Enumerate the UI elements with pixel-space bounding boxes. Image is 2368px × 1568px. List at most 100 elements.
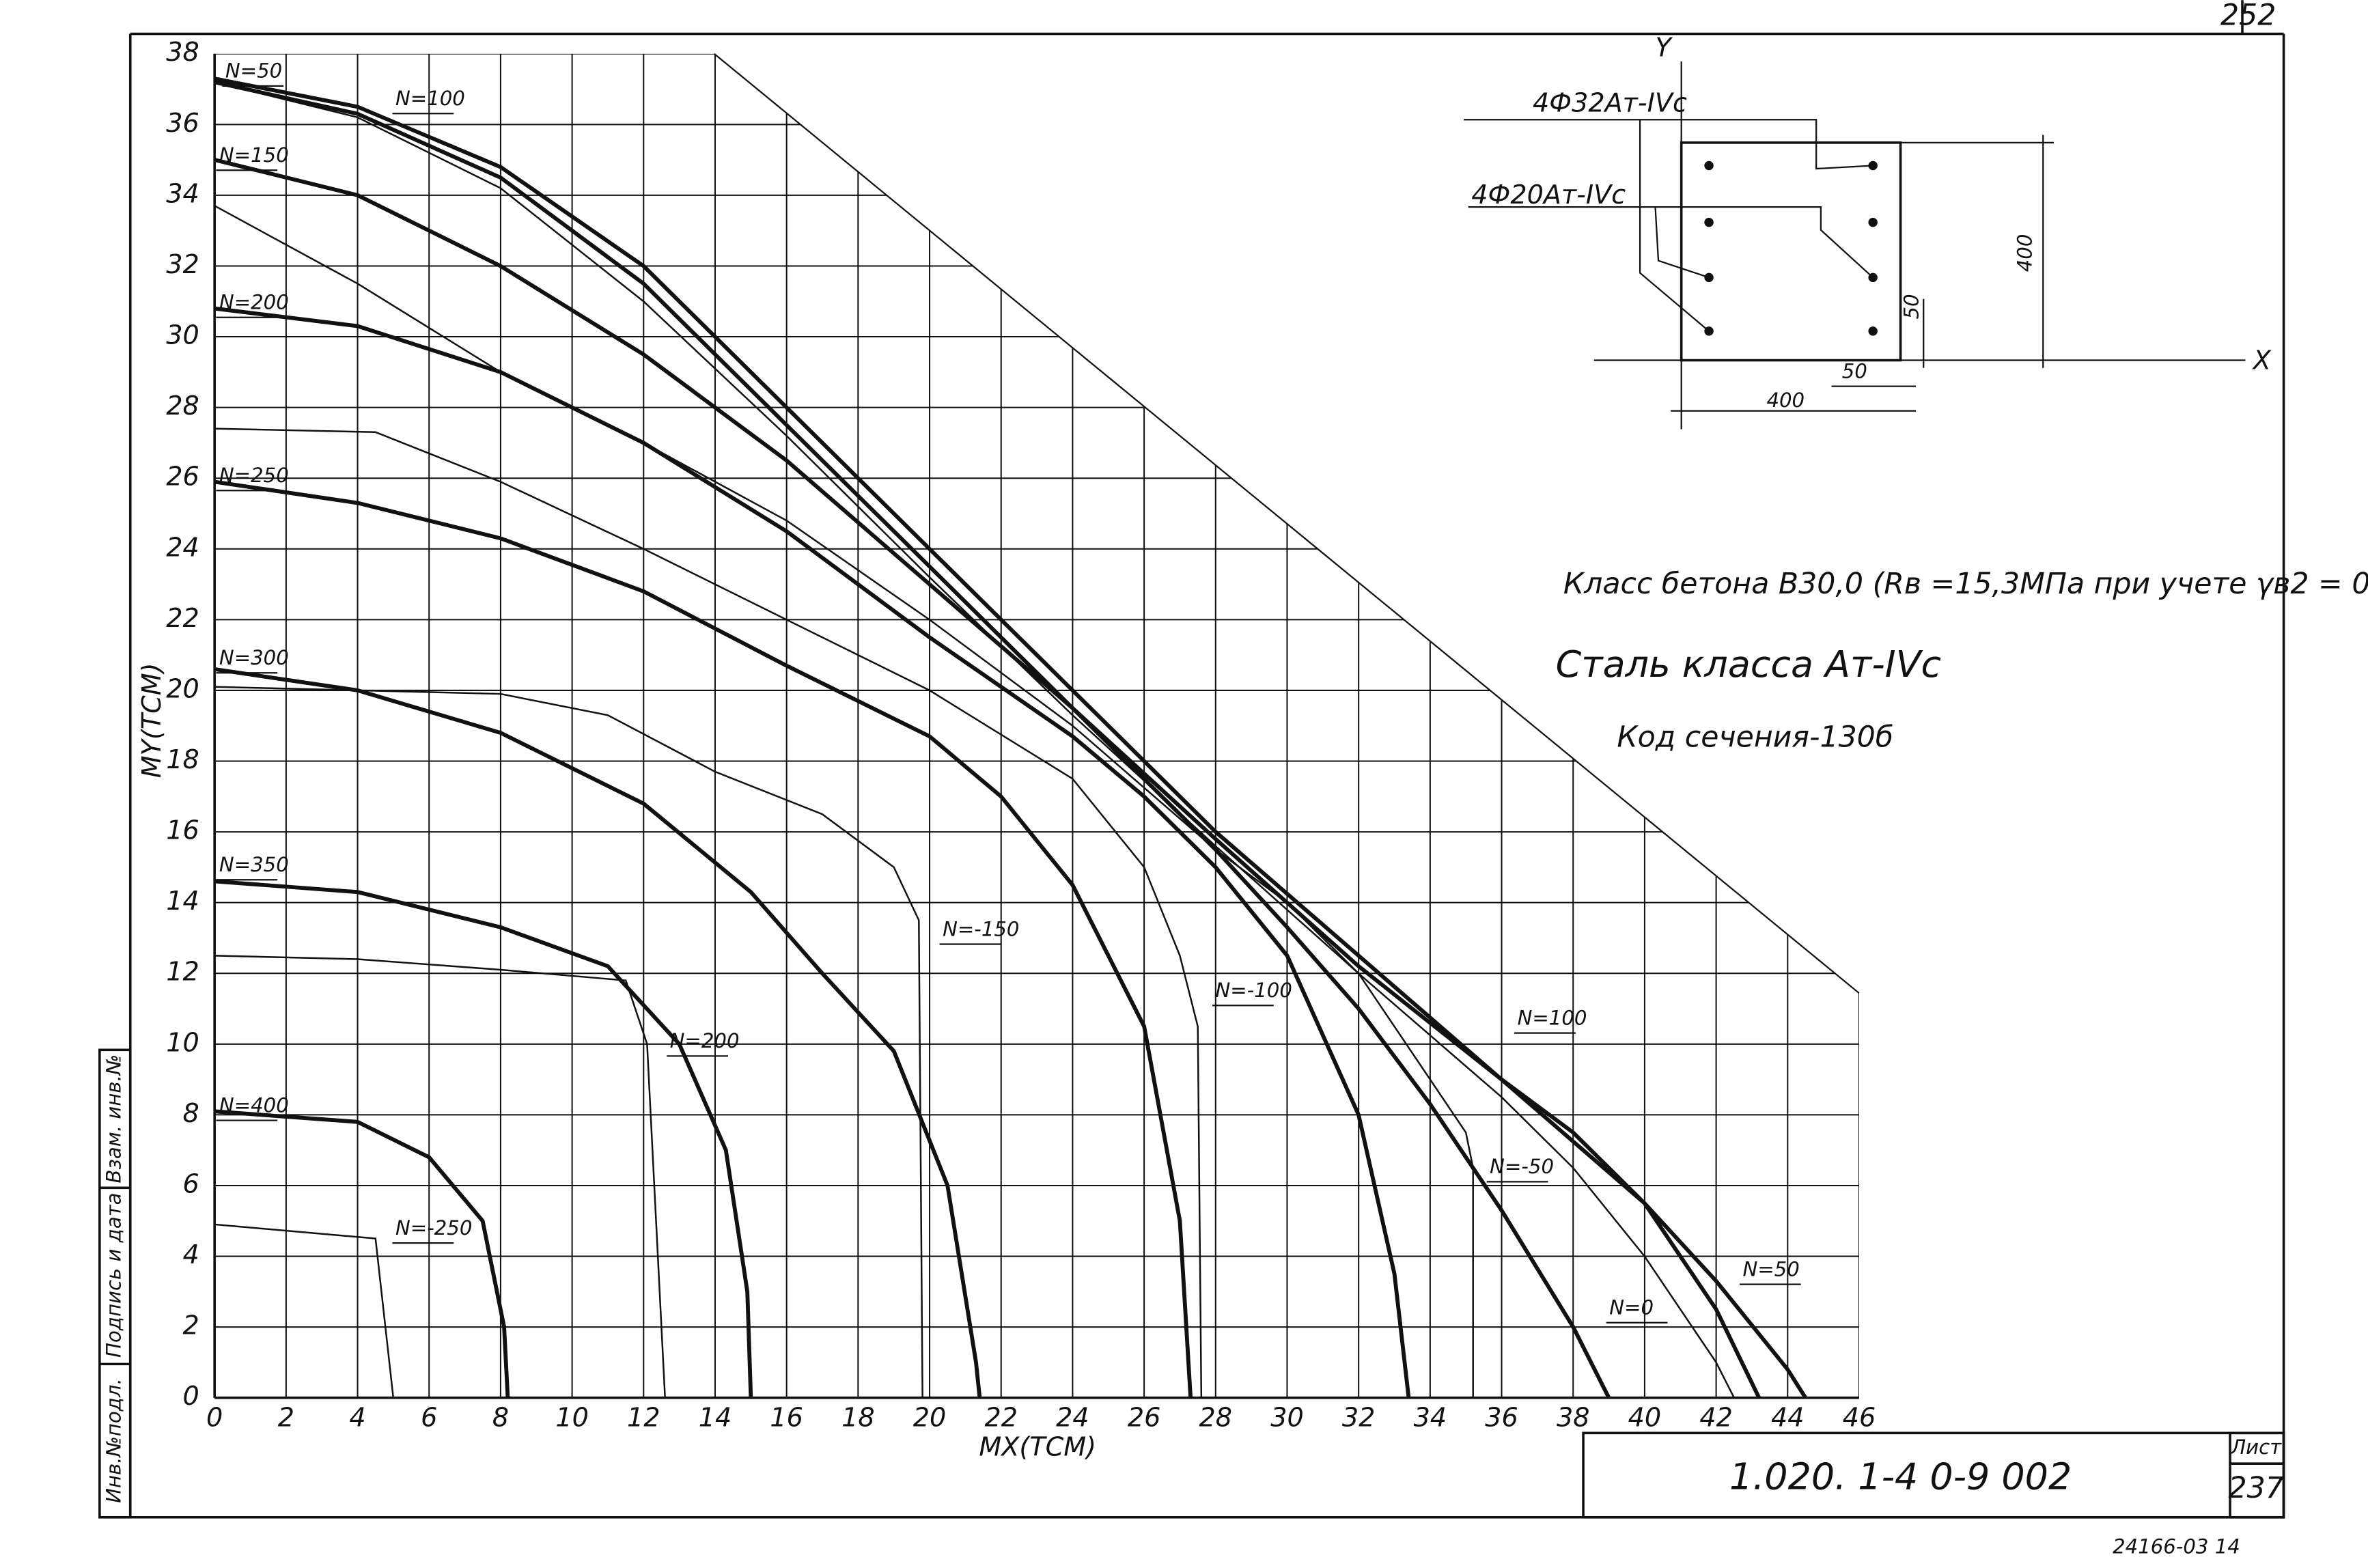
- x-tick-label: 28: [1199, 1403, 1233, 1433]
- x-tick-label: 34: [1414, 1403, 1447, 1433]
- x-tick-label: 30: [1270, 1403, 1304, 1433]
- stamp-text: Подпись и дата: [102, 1192, 125, 1358]
- x-tick-label: 2: [278, 1403, 294, 1433]
- curve: [214, 205, 1474, 1398]
- x-tick-label: 6: [421, 1403, 437, 1433]
- curve-label: N=200: [219, 291, 289, 314]
- stamp-text: Взам. инв.№: [102, 1054, 125, 1184]
- x-tick-label: 14: [699, 1403, 732, 1433]
- note: Сталь класса Ат-IVс: [1556, 643, 1941, 686]
- curve: [214, 1109, 510, 1398]
- curve-label: N=-250: [395, 1216, 472, 1240]
- axis-name: Y: [1656, 32, 1673, 62]
- stamp-text: Инв.№подл.: [102, 1378, 125, 1503]
- y-tick-label: 16: [166, 815, 199, 845]
- dim-label: 50: [1842, 359, 1867, 382]
- y-axis-title: MY(ТСМ): [137, 663, 167, 779]
- diagram-boundary: [713, 53, 1860, 994]
- y-tick-label: 18: [166, 744, 199, 774]
- curve: [214, 686, 923, 1398]
- y-tick-label: 8: [182, 1098, 199, 1128]
- x-axis-title: MX(ТСМ): [979, 1431, 1096, 1461]
- document-code: 1.020. 1-4 0-9 002: [1729, 1455, 2072, 1498]
- y-tick-label: 26: [166, 462, 199, 492]
- x-tick-label: 4: [349, 1403, 365, 1433]
- x-tick-label: 8: [492, 1403, 509, 1433]
- y-tick-label: 14: [166, 886, 199, 916]
- x-tick-label: 46: [1843, 1403, 1876, 1433]
- x-tick-label: 24: [1056, 1403, 1089, 1433]
- y-tick-label: 34: [166, 178, 199, 208]
- x-tick-label: 10: [555, 1403, 589, 1433]
- note: Код сечения-130б: [1617, 720, 1893, 754]
- y-tick-label: 22: [166, 603, 199, 633]
- section-outline: [1680, 141, 1902, 362]
- y-tick-label: 28: [166, 391, 199, 421]
- x-tick-label: 26: [1128, 1403, 1161, 1433]
- x-tick-label: 22: [984, 1403, 1018, 1433]
- curve-label: N=350: [219, 853, 289, 876]
- dim-label: 50: [1900, 294, 1923, 319]
- curve: [214, 81, 1735, 1399]
- y-tick-label: 24: [166, 532, 199, 562]
- x-tick-label: 40: [1628, 1403, 1662, 1433]
- bar-label: 4Ф20Ат-IVс: [1471, 180, 1626, 210]
- curve: [214, 1223, 395, 1398]
- curve: [214, 80, 1761, 1399]
- y-tick-label: 12: [166, 957, 199, 987]
- sheet-label: Лист: [2230, 1436, 2282, 1459]
- x-tick-label: 44: [1771, 1403, 1805, 1433]
- curve: [214, 479, 1193, 1398]
- dim-label: 400: [1766, 389, 1805, 412]
- curve-label: N=100: [1518, 1006, 1587, 1029]
- leader: [1654, 207, 1710, 279]
- dim-label: 400: [2014, 234, 2037, 272]
- y-tick-label: 36: [166, 108, 199, 138]
- leader: [1468, 206, 1873, 279]
- curve: [214, 955, 666, 1398]
- bar-label: 4Ф32Ат-IVс: [1533, 87, 1687, 117]
- section-sketch: 4Ф32Ат-IVс 4Ф20Ат-IVс 400 400 50 50 X Y: [1464, 32, 2272, 430]
- x-tick-label: 16: [770, 1403, 803, 1433]
- y-tick-label: 38: [166, 37, 199, 67]
- x-tick-label: 18: [841, 1403, 875, 1433]
- curve-label: N=100: [395, 87, 465, 110]
- x-tick-label: 42: [1699, 1403, 1733, 1433]
- curve-label: N=400: [219, 1093, 289, 1117]
- x-tick-label: 38: [1557, 1403, 1590, 1433]
- curve-label: N=250: [219, 464, 289, 487]
- sheet-cell: [2229, 1431, 2285, 1519]
- curve: [214, 76, 1807, 1399]
- rebar: [1704, 160, 1878, 336]
- x-tick-label: 36: [1485, 1403, 1518, 1433]
- footer-number: 24166-03 14: [2113, 1535, 2240, 1558]
- corner-number: 252: [2220, 0, 2276, 32]
- x-tick-label: 32: [1342, 1403, 1376, 1433]
- y-tick-label: 2: [182, 1311, 199, 1341]
- y-tick-label: 4: [182, 1240, 199, 1270]
- curve-label: N=150: [219, 143, 289, 167]
- curve-label: N=300: [219, 646, 289, 669]
- sheet-number: 237: [2229, 1471, 2284, 1505]
- note: Класс бетона В30,0 (Rв =15,3МПа при учет…: [1563, 567, 2368, 601]
- curve-label: N=50: [225, 59, 282, 83]
- leader: [1639, 120, 1710, 332]
- curve: [214, 879, 753, 1398]
- y-tick-label: 20: [166, 673, 199, 703]
- curve: [214, 158, 1611, 1399]
- curve-label: N=-50: [1490, 1155, 1554, 1178]
- y-tick-label: 30: [166, 320, 199, 350]
- curve-label: N=200: [670, 1029, 740, 1052]
- curve: [214, 667, 982, 1399]
- curve: [214, 428, 1203, 1398]
- y-tick-label: 32: [166, 249, 199, 279]
- stamp-box: [98, 1048, 132, 1519]
- curve-label: N=50: [1742, 1257, 1799, 1280]
- x-tick-label: 0: [206, 1403, 223, 1433]
- y-tick-label: 0: [182, 1381, 199, 1411]
- leader: [1464, 119, 1873, 170]
- axis-name: X: [2252, 345, 2272, 375]
- curve-label: N=0: [1609, 1296, 1654, 1319]
